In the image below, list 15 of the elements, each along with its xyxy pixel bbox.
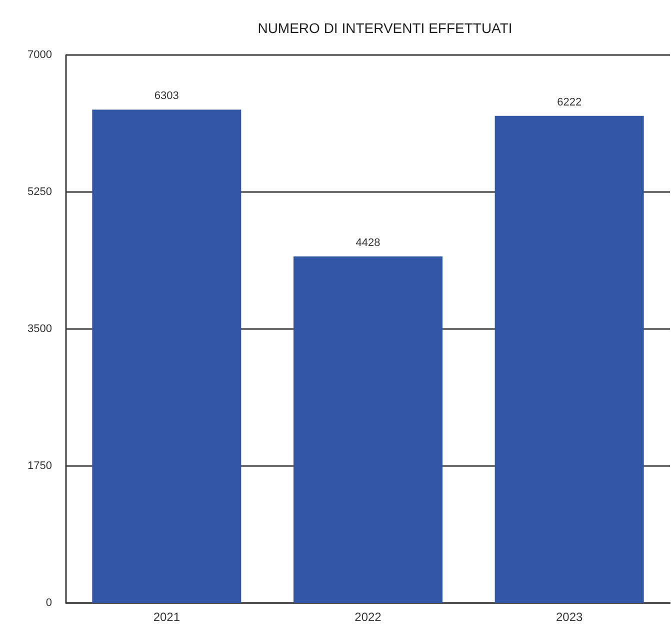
x-tick-label: 2022 [354, 610, 382, 624]
bar [294, 256, 442, 603]
chart-title: NUMERO DI INTERVENTI EFFETTUATI [258, 20, 512, 36]
bar [494, 116, 644, 603]
y-tick-label: 1750 [28, 460, 52, 472]
bar [92, 110, 242, 603]
data-label: 6222 [557, 96, 582, 108]
y-tick-label: 3500 [28, 323, 52, 335]
y-tick-label: 0 [46, 597, 52, 609]
data-label: 6303 [154, 90, 179, 102]
y-tick-label: 7000 [28, 49, 52, 61]
data-label: 4428 [356, 236, 380, 249]
y-tick-label: 5250 [28, 186, 52, 198]
x-tick-label: 2021 [153, 610, 180, 624]
x-tick-label: 2023 [556, 610, 584, 624]
